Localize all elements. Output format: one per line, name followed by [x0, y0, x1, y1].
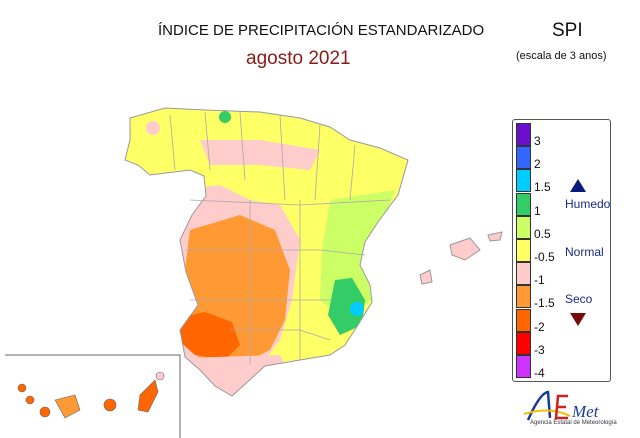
scale-note: (escala de 3 anos)	[516, 50, 607, 62]
dry-triangle-icon	[570, 313, 586, 326]
map-subtitle: agosto 2021	[246, 48, 351, 69]
region-dry-galicia	[146, 121, 160, 135]
legend-swatch	[516, 215, 531, 239]
humid-triangle-icon	[570, 179, 586, 192]
legend-label: 2	[534, 157, 541, 172]
legend-swatch	[516, 308, 531, 332]
legend-swatch	[516, 169, 531, 193]
menorca	[487, 231, 503, 242]
aemet-tagline: Agencia Estatal de Meteorología	[530, 420, 617, 426]
legend-swatch	[516, 331, 531, 355]
legend-swatch	[516, 146, 531, 170]
map-title: ÍNDICE DE PRECIPITACIÓN ESTANDARIZADO	[158, 22, 485, 39]
legend-label: -1.5	[534, 296, 555, 311]
svg-text:Met: Met	[571, 402, 600, 421]
legend-swatch	[516, 285, 531, 309]
legend-seco: Seco	[565, 292, 593, 306]
legend-swatch	[516, 262, 531, 286]
region-wet	[328, 278, 365, 335]
legend-normal: Normal	[565, 245, 604, 259]
region-wet-north	[219, 111, 231, 123]
legend-swatch	[516, 123, 531, 146]
region-moderately-dry-north	[200, 140, 320, 170]
province-borders	[169, 111, 391, 365]
region-very-wet	[350, 302, 364, 316]
legend-label: 0.5	[534, 226, 551, 241]
legend-label: -1	[534, 273, 545, 288]
mallorca	[449, 237, 481, 261]
region-very-dry	[178, 312, 240, 360]
legend-label: -0.5	[534, 250, 555, 264]
legend-label: -3	[534, 342, 545, 357]
legend-swatch	[516, 355, 531, 378]
aemet-logo: Met	[523, 390, 600, 421]
legend-label: -2	[534, 319, 545, 334]
legend-label: 1.5	[534, 180, 551, 195]
index-name: SPI	[552, 20, 583, 41]
legend-label: 3	[534, 134, 541, 148]
legend-humedo: Humedo	[565, 197, 611, 211]
canary-inset-frame	[5, 354, 181, 438]
ibiza	[419, 269, 433, 285]
legend-label: 1	[534, 203, 541, 218]
legend-swatch	[516, 192, 531, 216]
canary-islands	[17, 371, 165, 419]
legend-label: -4	[534, 366, 545, 380]
legend: 3 2 1.5 1 0.5 -0.5 -1 -1.5 -2 -3 -4 Humedo Normal …	[512, 119, 611, 382]
legend-swatch	[516, 239, 531, 262]
